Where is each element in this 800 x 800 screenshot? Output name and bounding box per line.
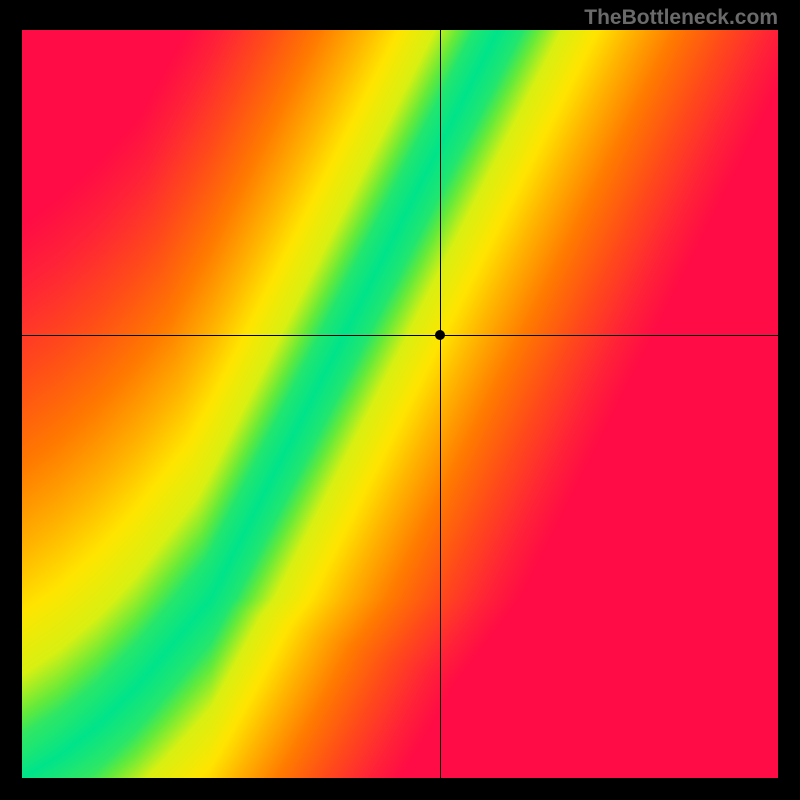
crosshair-horizontal <box>22 335 778 336</box>
plot-area <box>22 30 778 778</box>
bottleneck-heatmap <box>22 30 778 778</box>
crosshair-marker <box>435 330 445 340</box>
watermark-text: TheBottleneck.com <box>584 6 778 30</box>
crosshair-vertical <box>440 30 441 778</box>
